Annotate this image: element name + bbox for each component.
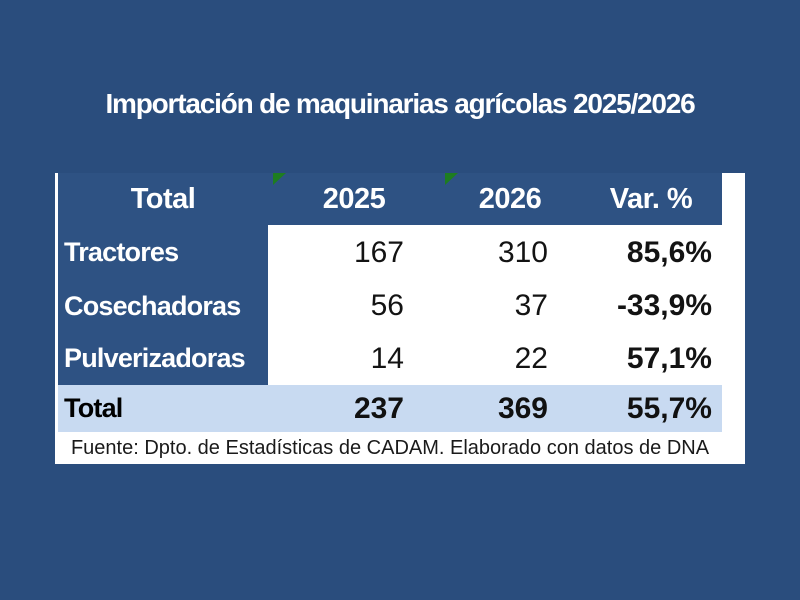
cell-pulverizadoras-2025: 14: [268, 332, 440, 385]
green-flag-icon: [445, 173, 458, 185]
green-flag-icon: [273, 173, 286, 185]
cell-tractores-var: 85,6%: [580, 225, 722, 280]
row-label-pulverizadoras: Pulverizadoras: [58, 332, 268, 385]
page-title: Importación de maquinarias agrícolas 202…: [105, 88, 695, 119]
header-cell-2025: 2025: [268, 173, 440, 225]
row-label-cosechadoras: Cosechadoras: [58, 280, 268, 332]
cell-tractores-2025: 167: [268, 225, 440, 280]
header-cell-var: Var. %: [580, 173, 722, 225]
header-2026-label: 2026: [478, 182, 542, 215]
cell-cosechadoras-var: -33,9%: [580, 280, 722, 332]
source-note: Fuente: Dpto. de Estadísticas de CADAM. …: [58, 432, 722, 464]
total-row-label: Total: [58, 385, 268, 432]
header-2025-label: 2025: [322, 182, 386, 215]
cell-cosechadoras-2025: 56: [268, 280, 440, 332]
imports-table: Total 2025 2026 Var. % Tractores 167 310…: [58, 173, 722, 464]
total-cell-2025: 237: [268, 385, 440, 432]
total-cell-var: 55,7%: [580, 385, 722, 432]
cell-pulverizadoras-2026: 22: [440, 332, 580, 385]
cell-cosechadoras-2026: 37: [440, 280, 580, 332]
total-cell-2026: 369: [440, 385, 580, 432]
table-panel: Total 2025 2026 Var. % Tractores 167 310…: [55, 173, 745, 464]
row-label-tractores: Tractores: [58, 225, 268, 280]
header-cell-total: Total: [58, 173, 268, 225]
cell-tractores-2026: 310: [440, 225, 580, 280]
cell-pulverizadoras-var: 57,1%: [580, 332, 722, 385]
header-cell-2026: 2026: [440, 173, 580, 225]
